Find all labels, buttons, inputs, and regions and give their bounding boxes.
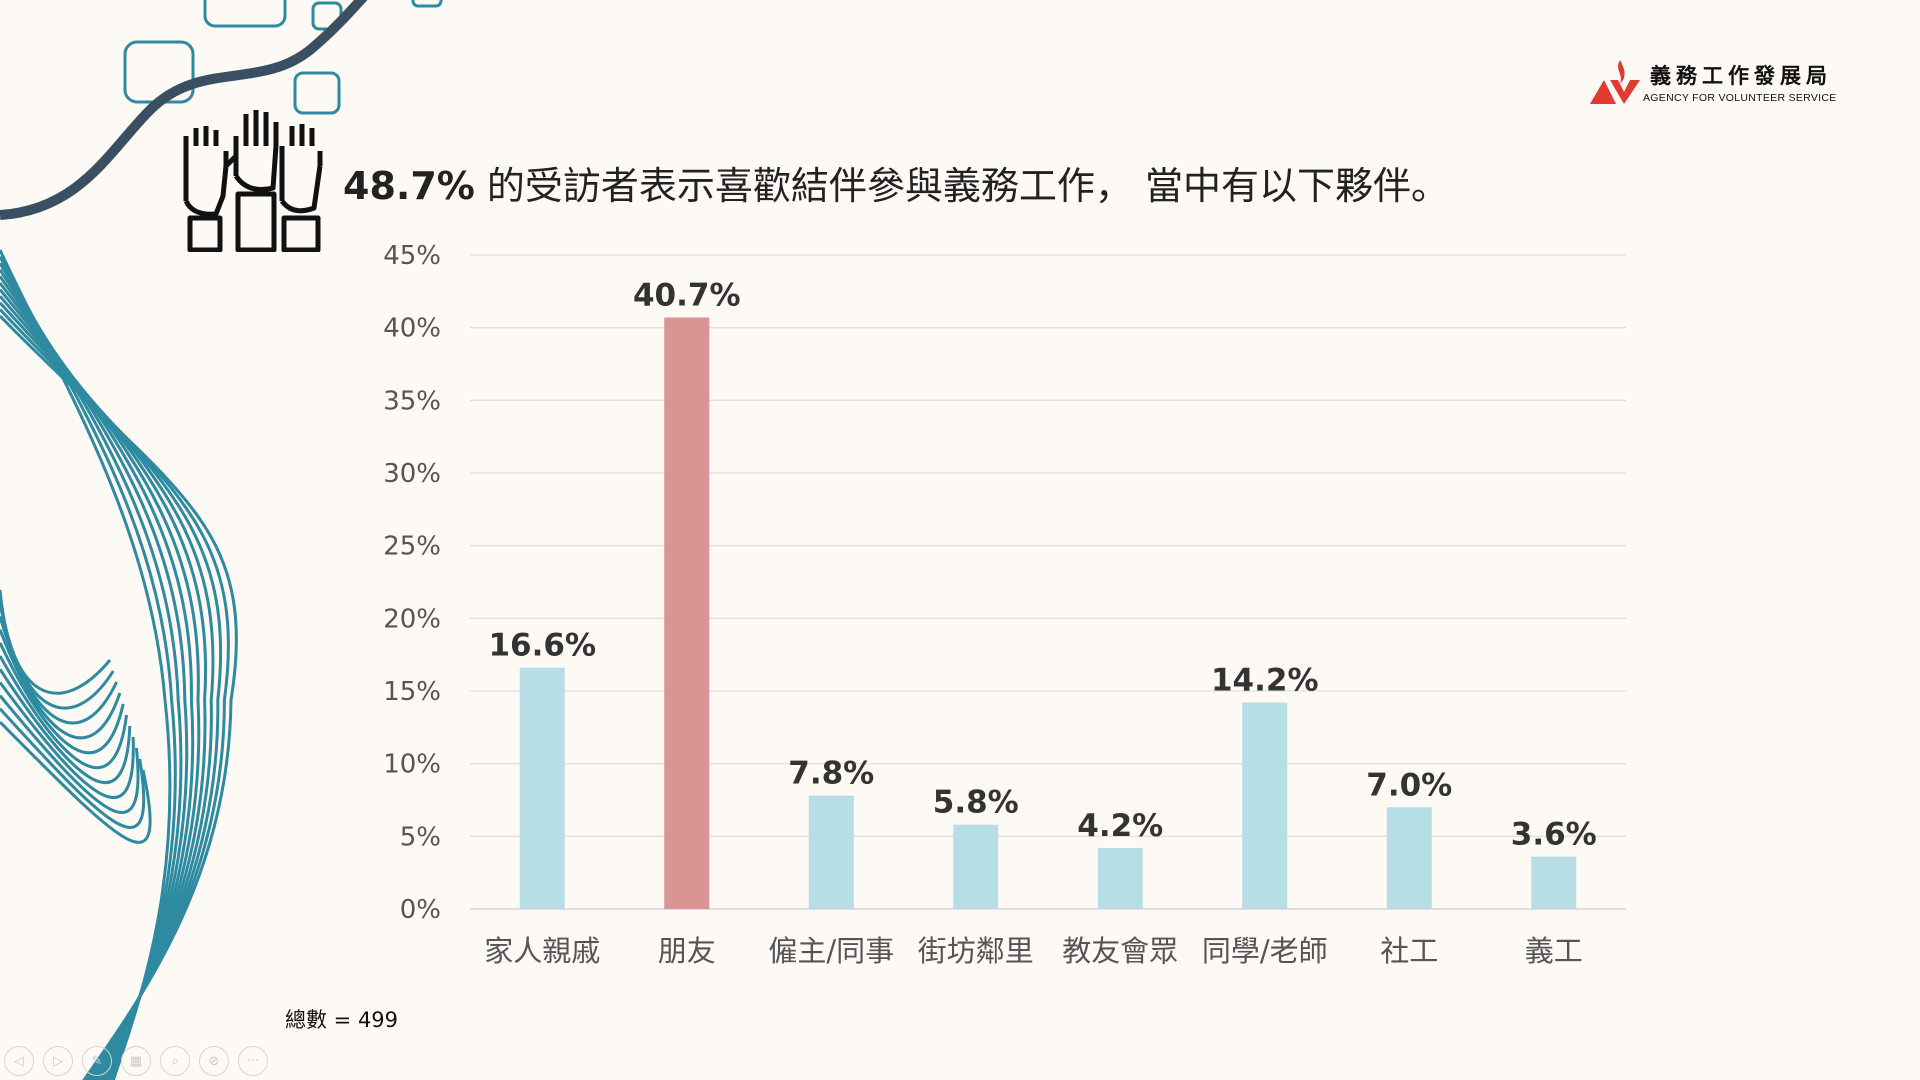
x-tick-label: 朋友 [658,934,716,968]
bar [808,795,854,909]
pen-icon[interactable]: ✎ [82,1046,112,1076]
raised-hands-icon [183,110,323,252]
zoom-icon[interactable]: ⌕ [160,1046,190,1076]
x-tick-label: 社工 [1380,934,1438,968]
y-tick-label: 5% [400,822,441,852]
data-label: 14.2% [1211,663,1319,699]
next-icon[interactable]: ▷ [43,1046,73,1076]
wave-line [0,314,238,1080]
grid-icon[interactable]: ▦ [121,1046,151,1076]
data-label: 16.6% [488,628,596,664]
slide-title: 48.7% 的受訪者表示喜歡結伴參與義務工作， 當中有以下夥伴。 [343,155,1449,210]
data-label: 3.6% [1511,817,1597,853]
title-text: 的受訪者表示喜歡結伴參與義務工作， 當中有以下夥伴。 [474,164,1450,208]
x-tick-label: 家人親戚 [484,934,600,968]
y-tick-label: 20% [383,604,441,634]
x-tick-label: 僱主/同事 [768,934,894,968]
agency-logo: 義務工作發展局 AGENCY FOR VOLUNTEER SERVICE [1590,58,1840,108]
bar [1097,847,1143,909]
title-highlight: 48.7% [343,164,475,208]
logo-english-name: AGENCY FOR VOLUNTEER SERVICE [1643,92,1837,104]
x-tick-label: 教友會眾 [1062,934,1178,968]
total-count: 總數 = 499 [285,1008,399,1032]
x-tick-label: 街坊鄰里 [918,934,1034,968]
bar [1386,807,1432,909]
x-tick-label: 同學/老師 [1202,934,1328,968]
y-tick-label: 45% [383,241,441,271]
prev-icon[interactable]: ◁ [4,1046,34,1076]
y-tick-label: 15% [383,677,441,707]
camera-off-icon[interactable]: ⊘ [199,1046,229,1076]
bar [519,667,565,909]
x-tick-label: 義工 [1525,934,1583,968]
y-tick-label: 30% [383,459,441,489]
logo-chinese-name: 義務工作發展局 [1650,64,1832,88]
bar [664,317,710,909]
y-tick-label: 0% [400,895,441,925]
more-icon[interactable]: ··· [238,1046,268,1076]
y-tick-label: 40% [383,314,441,344]
bar [1531,856,1577,909]
data-label: 5.8% [933,785,1019,821]
logo-mark-icon [1590,60,1640,104]
data-label: 4.2% [1077,808,1163,844]
data-label: 7.8% [788,756,874,792]
y-tick-label: 10% [383,750,441,780]
presentation-toolbar: ◁ ▷ ✎ ▦ ⌕ ⊘ ··· [4,1046,268,1076]
y-tick-label: 25% [383,532,441,562]
data-label: 40.7% [633,277,741,313]
bar [1242,702,1288,909]
y-tick-label: 35% [383,386,441,416]
data-label: 7.0% [1366,767,1452,803]
bar [953,824,999,909]
